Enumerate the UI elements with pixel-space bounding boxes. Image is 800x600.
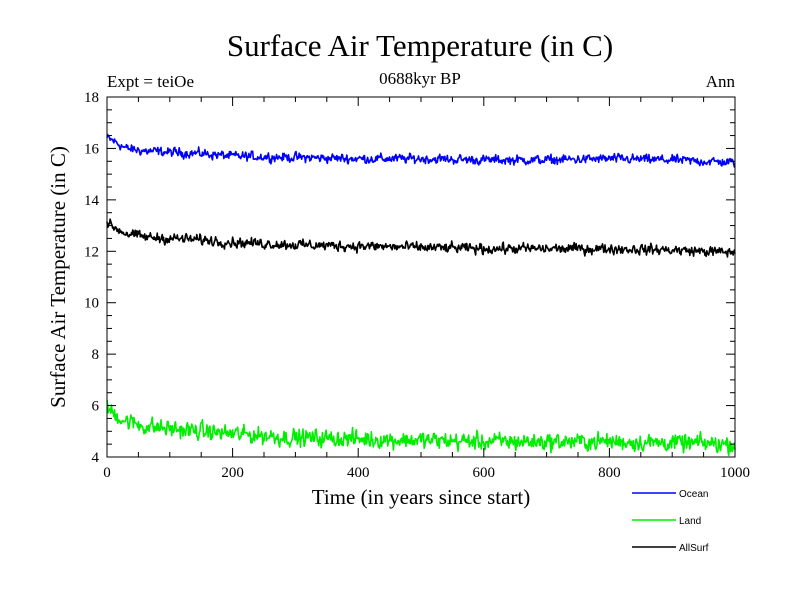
y-tick-label: 10 bbox=[84, 296, 99, 312]
legend-label-land: Land bbox=[679, 516, 701, 527]
legend-label-allsurf: AllSurf bbox=[679, 543, 709, 554]
y-axis-label: Surface Air Temperature (in C) bbox=[46, 146, 70, 408]
tick-labels: 0 200 400 600 800 1000 4 6 8 10 12 14 16 18 bbox=[84, 90, 750, 481]
y-tick-label: 18 bbox=[84, 90, 99, 106]
tick-layer bbox=[106, 96, 736, 458]
y-tick-label: 16 bbox=[84, 141, 100, 157]
y-tick-label: 6 bbox=[92, 399, 100, 415]
x-tick-label: 800 bbox=[598, 465, 621, 481]
x-tick-label: 600 bbox=[473, 465, 496, 481]
experiment-label: Expt = teiOe bbox=[107, 72, 194, 91]
series-line-land bbox=[106, 399, 736, 457]
chart-subtitle: 0688kyr BP bbox=[379, 69, 461, 88]
x-tick-label: 0 bbox=[103, 465, 111, 481]
legend-label-ocean: Ocean bbox=[679, 489, 708, 500]
legend: Ocean Land AllSurf bbox=[632, 489, 709, 554]
x-axis-label: Time (in years since start) bbox=[312, 485, 531, 509]
x-tick-label: 400 bbox=[347, 465, 370, 481]
y-tick-label: 4 bbox=[92, 450, 100, 466]
season-label: Ann bbox=[706, 72, 736, 91]
y-tick-label: 12 bbox=[84, 244, 99, 260]
series-layer bbox=[106, 133, 736, 457]
x-tick-label: 200 bbox=[221, 465, 244, 481]
chart-title: Surface Air Temperature (in C) bbox=[227, 28, 613, 63]
plot-frame bbox=[106, 96, 736, 458]
x-tick-label: 1000 bbox=[720, 465, 750, 481]
y-tick-label: 8 bbox=[92, 347, 100, 363]
series-line-ocean bbox=[106, 133, 736, 168]
y-tick-label: 14 bbox=[84, 193, 100, 209]
series-line-allsurf bbox=[106, 218, 736, 258]
